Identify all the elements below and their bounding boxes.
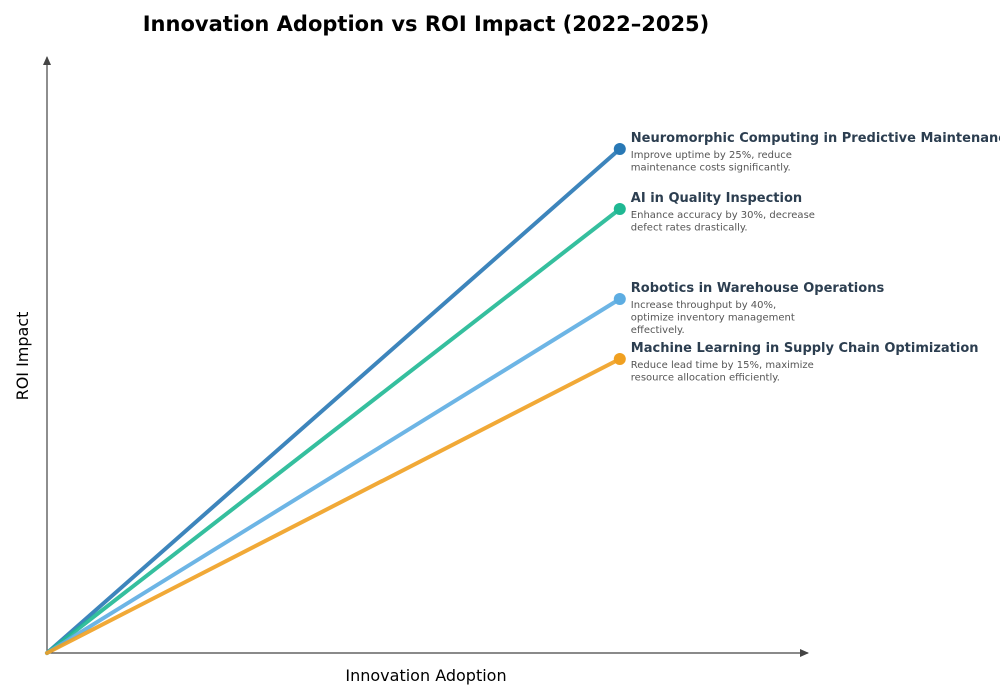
series-4: Machine Learning in Supply Chain Optimiz… — [45, 341, 979, 655]
series-line — [45, 147, 622, 655]
series-description: Enhance accuracy by 30%, decrease — [631, 210, 815, 221]
series-label: Robotics in Warehouse Operations — [631, 281, 885, 296]
series-2: AI in Quality Inspection Enhance accuracy… — [45, 191, 815, 655]
series-end-point — [613, 203, 626, 215]
series-line — [45, 297, 622, 655]
series-3: Robotics in Warehouse Operations Increase… — [45, 281, 885, 655]
series-layer: Neuromorphic Computing in Predictive Mai… — [45, 131, 1000, 655]
series-end-point — [613, 143, 626, 155]
x-axis-label: Innovation Adoption — [345, 666, 506, 685]
series-description: Reduce lead time by 15%, maximize — [631, 360, 814, 371]
series-description: defect rates drastically. — [631, 223, 748, 234]
series-line — [45, 207, 622, 655]
series-line — [45, 357, 622, 655]
series-label: AI in Quality Inspection — [631, 191, 802, 206]
series-description: resource allocation efficiently. — [631, 373, 780, 384]
series-description: Increase throughput by 40%, — [631, 300, 776, 311]
series-description: Improve uptime by 25%, reduce — [631, 150, 792, 161]
y-axis-label: ROI Impact — [13, 312, 32, 401]
chart-title: Innovation Adoption vs ROI Impact (2022–… — [143, 12, 710, 36]
series-description: optimize inventory management — [631, 313, 795, 324]
series-end-point — [613, 353, 626, 365]
series-1: Neuromorphic Computing in Predictive Mai… — [45, 131, 1000, 655]
series-end-point — [613, 293, 626, 305]
series-description: effectively. — [631, 325, 685, 336]
series-label: Machine Learning in Supply Chain Optimiz… — [631, 341, 979, 356]
series-label: Neuromorphic Computing in Predictive Mai… — [631, 131, 1000, 146]
series-description: maintenance costs significantly. — [631, 163, 791, 174]
